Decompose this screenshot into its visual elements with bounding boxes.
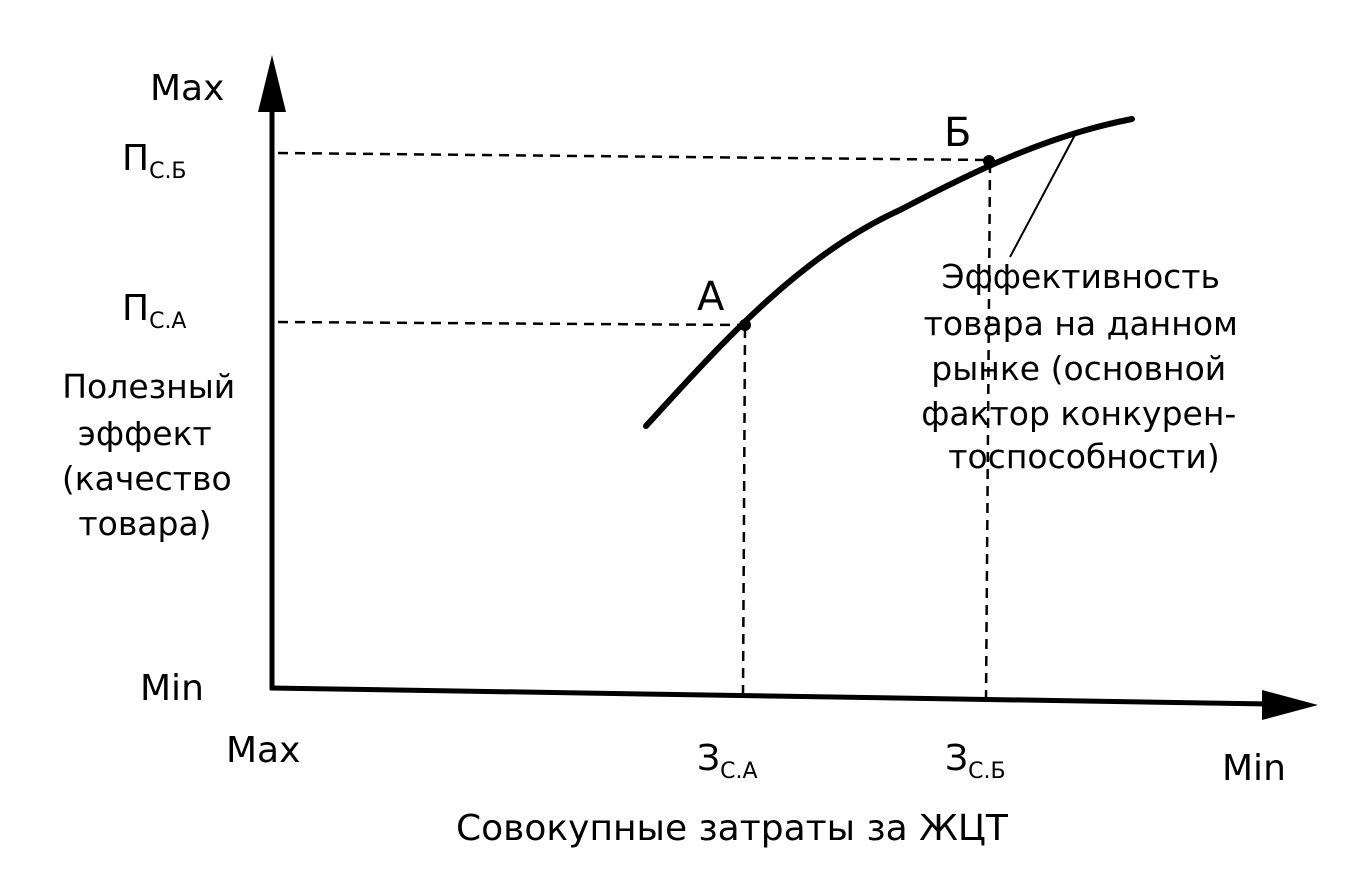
- x-tick-zb: ЗС.Б: [945, 738, 1006, 784]
- point-b-label: Б: [944, 110, 971, 156]
- y-tick-pb: ПС.Б: [122, 138, 187, 184]
- curve-note-line-2: товара на данном: [924, 304, 1238, 343]
- y-tick-pb-main: П: [122, 138, 149, 179]
- y-tick-pa-main: П: [122, 288, 149, 329]
- y-tick-pa: ПС.А: [122, 288, 186, 334]
- y-tick-pb-sub: С.Б: [149, 159, 186, 184]
- y-tick-pa-sub: С.А: [149, 309, 186, 334]
- note-leader-line: [1009, 132, 1077, 258]
- x-tick-zb-sub: С.Б: [968, 759, 1005, 784]
- curve-note-line-4: фактор конкурен-: [921, 394, 1236, 433]
- curve-note-line-1: Эффективность: [942, 257, 1220, 296]
- guide-line-pb: [277, 151, 989, 162]
- guide-line-za: [741, 327, 747, 696]
- point-b-marker: [983, 155, 995, 167]
- point-a-marker: [739, 319, 751, 331]
- efficiency-curve: [643, 116, 1135, 429]
- x-tick-za-main: З: [697, 738, 720, 779]
- x-axis-arrow: [1262, 690, 1318, 720]
- y-axis-title-line-1: Полезный: [62, 367, 235, 406]
- x-axis-line: [269, 685, 1271, 707]
- x-tick-zb-main: З: [945, 738, 968, 779]
- x-axis-max-label: Max: [226, 730, 300, 771]
- y-axis-title-line-4: товара): [78, 504, 211, 543]
- y-axis-max-label: Max: [150, 68, 224, 109]
- y-axis-title-line-3: (качество: [62, 459, 232, 498]
- y-axis-min-label: Min: [140, 668, 204, 709]
- y-axis-title-line-2: эффект: [78, 414, 212, 453]
- y-axis-title: Полезный эффект (качество товара): [62, 367, 246, 543]
- curve-note: Эффективность товара на данном рынке (ос…: [921, 257, 1248, 476]
- x-tick-za-sub: С.А: [720, 759, 757, 784]
- x-tick-za: ЗС.А: [697, 738, 758, 784]
- x-axis-title: Совокупные затраты за ЖЦТ: [456, 808, 1009, 849]
- guide-line-pa: [277, 320, 746, 327]
- x-axis-min-label: Min: [1222, 748, 1286, 789]
- curve-note-line-5: тоспособности): [948, 437, 1219, 476]
- point-a-label: А: [697, 274, 725, 320]
- y-axis-arrow: [258, 55, 286, 112]
- guide-line-zb: [984, 162, 992, 701]
- curve-note-line-3: рынке (основной: [931, 349, 1226, 388]
